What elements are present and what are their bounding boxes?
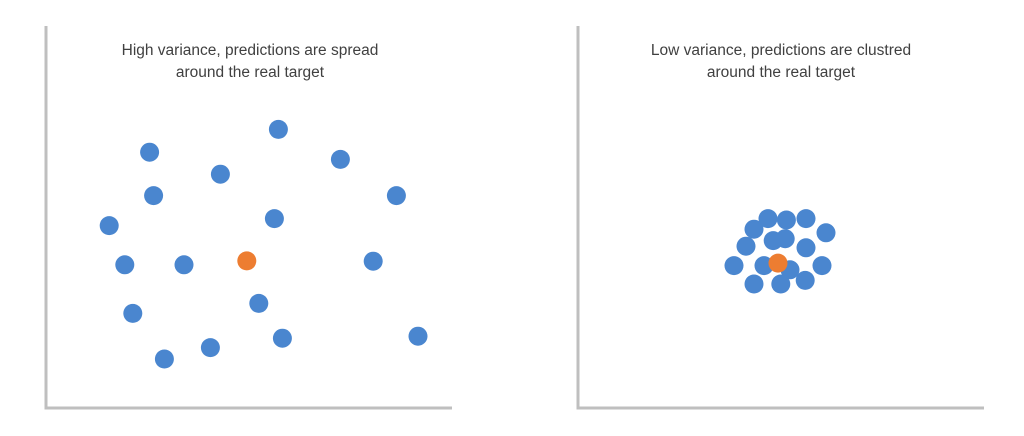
prediction-point <box>272 328 292 348</box>
prediction-point <box>200 338 220 358</box>
prediction-point <box>268 119 288 139</box>
prediction-point <box>754 256 774 276</box>
prediction-point <box>758 209 778 229</box>
prediction-point <box>140 142 160 162</box>
target-point <box>768 253 788 273</box>
prediction-point <box>776 210 796 230</box>
target-point <box>237 251 257 271</box>
prediction-point <box>264 209 284 229</box>
data-points <box>99 119 428 369</box>
prediction-point <box>144 186 164 206</box>
prediction-point <box>386 186 406 206</box>
prediction-point <box>249 293 269 313</box>
prediction-point <box>408 326 428 346</box>
data-points <box>724 209 836 294</box>
prediction-point <box>330 149 350 169</box>
scatter-panel-low-variance: Low variance, predictions are clustred a… <box>576 26 984 410</box>
prediction-point <box>736 236 756 256</box>
prediction-point <box>99 216 119 236</box>
prediction-point <box>744 219 764 239</box>
prediction-point <box>796 238 816 258</box>
prediction-point <box>174 255 194 275</box>
prediction-point <box>796 209 816 229</box>
chart-title-line-1: Low variance, predictions are clustred <box>651 42 911 59</box>
chart-title-line-2: around the real target <box>176 64 325 81</box>
prediction-point <box>795 270 815 290</box>
prediction-point <box>763 231 783 251</box>
prediction-point <box>154 349 174 369</box>
scatter-panel-high-variance: High variance, predictions are spread ar… <box>44 26 452 410</box>
chart-title-line-1: High variance, predictions are spread <box>122 42 379 59</box>
prediction-point <box>771 274 791 294</box>
chart-title-line-2: around the real target <box>707 64 856 81</box>
prediction-point <box>363 251 383 271</box>
prediction-point <box>816 223 836 243</box>
prediction-point <box>744 274 764 294</box>
prediction-point <box>210 164 230 184</box>
prediction-point <box>724 256 744 276</box>
prediction-point <box>123 303 143 323</box>
prediction-point <box>812 256 832 276</box>
prediction-point <box>115 255 135 275</box>
